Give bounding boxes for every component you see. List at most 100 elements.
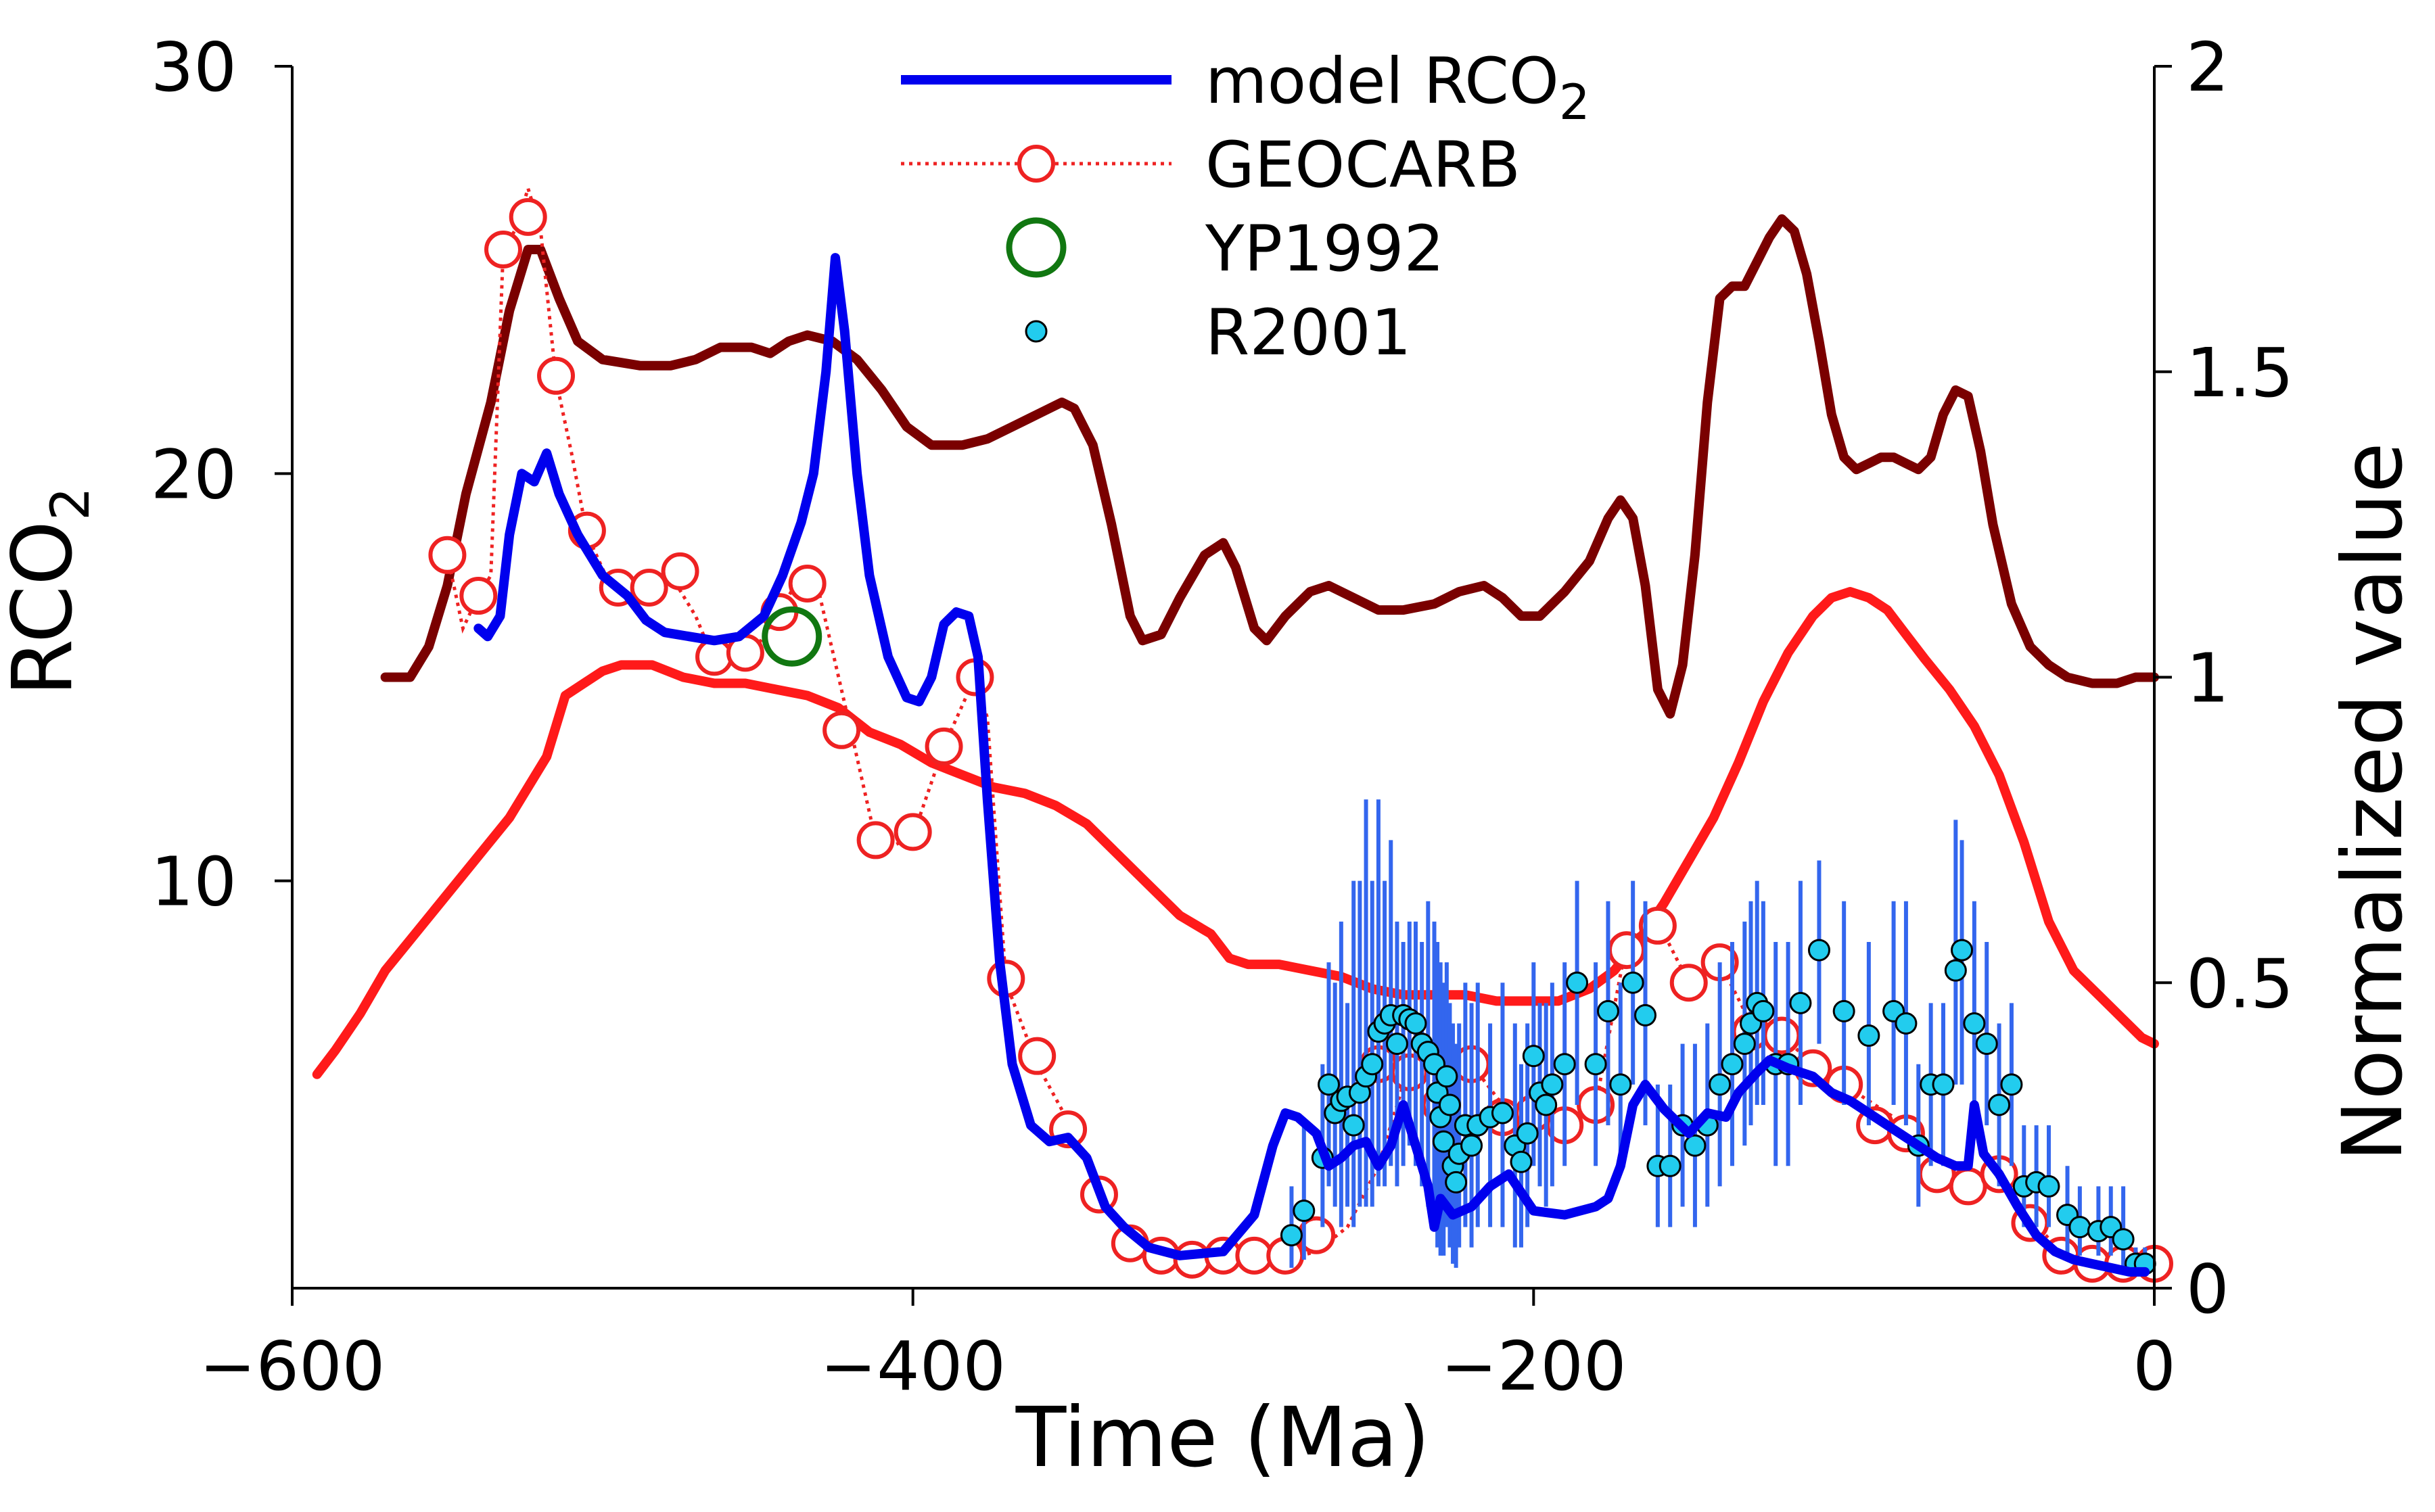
dark-red-normalized-line	[380, 214, 2159, 719]
axes-layer: −600 −400 −200 0 10 20 30 0 0.5 1 1.5 2 Time (Ma) RCO…	[0, 28, 2421, 1486]
r2001-point	[1944, 959, 1967, 982]
legend-label-text: model RCO	[1205, 45, 1559, 118]
y-right-tick-label: 0	[2186, 1250, 2229, 1329]
geocarb-marker	[788, 564, 827, 603]
yp1992-layer	[762, 606, 822, 667]
r2001-point	[1553, 1053, 1576, 1076]
r2001-point	[1361, 1053, 1384, 1076]
r2001-point	[1566, 971, 1589, 994]
r2001-layer	[1280, 799, 2156, 1276]
y-left-axis-title-main: RCO	[0, 521, 91, 696]
r2001-point	[2112, 1228, 2135, 1251]
r2001-point	[1963, 1012, 1986, 1035]
r2001-point	[2000, 1073, 2023, 1096]
geocarb-marker	[537, 356, 576, 395]
r2001-point	[1522, 1045, 1545, 1068]
legend-label-text: GEOCARB	[1205, 128, 1521, 202]
r2001-point	[1342, 1114, 1365, 1137]
r2001-point	[1975, 1033, 1998, 1056]
geocarb-marker	[1235, 1236, 1274, 1275]
r2001-point	[1510, 1150, 1533, 1173]
r2001-point	[1535, 1093, 1558, 1116]
geocarb-marker	[630, 568, 668, 607]
r2001-point	[1596, 999, 1619, 1022]
r2001-point	[1621, 971, 1644, 994]
y-right-tick-label: 0.5	[2186, 944, 2294, 1023]
r2001-point	[1293, 1200, 1316, 1223]
geocarb-marker	[1763, 1016, 1801, 1055]
yp1992-marker	[762, 606, 822, 667]
legend-label-model: model RCO2	[1205, 45, 1590, 131]
r2001-point	[1709, 1073, 1732, 1096]
r2001-point	[1659, 1154, 1682, 1177]
x-tick-label: −200	[1441, 1327, 1627, 1406]
r2001-point	[1541, 1073, 1564, 1096]
r2001-point	[1438, 1093, 1461, 1116]
legend-label-text: YP1992	[1205, 212, 1444, 286]
model-rco2-line	[473, 253, 2150, 1277]
legend-geocarb-marker	[1017, 145, 1055, 183]
r2001-point	[1857, 1024, 1880, 1047]
geocarb-marker	[1638, 906, 1677, 945]
r2001-point	[1432, 1130, 1455, 1153]
y-left-tick-label: 10	[151, 843, 237, 922]
red-normalized-line	[312, 587, 2159, 1079]
geocarb-marker	[1669, 964, 1708, 1002]
geocarb-marker	[856, 821, 895, 859]
r2001-point	[1584, 1053, 1607, 1076]
geocarb-marker	[428, 536, 467, 574]
geocarb-marker	[894, 813, 932, 851]
y-right-tick-label: 1	[2186, 639, 2229, 718]
y-right-tick-label: 1.5	[2186, 333, 2294, 412]
r2001-point	[1752, 999, 1775, 1022]
x-tick-label: 0	[2133, 1327, 2176, 1406]
r2001-point	[1404, 1012, 1427, 1035]
legend-label-yp1992: YP1992	[1205, 212, 1444, 286]
y-left-axis-title: RCO2	[0, 487, 101, 696]
r2001-point	[1988, 1093, 2011, 1116]
geocarb-marker	[1949, 1167, 1987, 1206]
legend-label-text: R2001	[1205, 296, 1412, 370]
r2001-point	[1789, 991, 1812, 1014]
geocarb-marker	[925, 727, 963, 765]
x-tick-label: −600	[200, 1327, 386, 1406]
r2001-point	[2068, 1216, 2091, 1239]
r2001-point	[1609, 1073, 1632, 1096]
y-left-axis-title-subscript: 2	[41, 487, 101, 521]
geocarb-marker	[509, 197, 547, 236]
legend-label-subscript: 2	[1559, 74, 1590, 131]
r2001-point	[1733, 1033, 1756, 1056]
r2001-point	[1280, 1224, 1303, 1247]
y-right-tick-label: 2	[2186, 28, 2229, 107]
dark-red-line-layer	[380, 214, 2159, 719]
y-left-tick-label: 30	[151, 28, 237, 107]
r2001-point	[1832, 999, 1855, 1022]
geocarb-marker	[661, 552, 699, 590]
legend-label-r2001: R2001	[1205, 296, 1412, 370]
r2001-point	[1684, 1134, 1707, 1157]
geocarb-marker	[484, 231, 523, 269]
r2001-point	[1435, 1065, 1458, 1088]
r2001-point	[1807, 939, 1830, 962]
geocarb-marker	[1018, 1037, 1057, 1075]
r2001-point	[1932, 1073, 1955, 1096]
legend-label-geocarb: GEOCARB	[1205, 128, 1521, 202]
r2001-point	[1318, 1073, 1341, 1096]
r2001-point	[1951, 939, 1974, 962]
legend-yp1992-marker	[1006, 217, 1067, 278]
geocarb-marker	[459, 577, 498, 615]
r2001-point	[1460, 1134, 1483, 1157]
x-tick-label: −400	[820, 1327, 1006, 1406]
r2001-point	[1445, 1171, 1468, 1194]
r2001-point	[2037, 1175, 2060, 1198]
model-line-layer	[473, 253, 2150, 1277]
r2001-point	[1721, 1053, 1744, 1076]
r2001-point	[1516, 1122, 1539, 1145]
red-line-layer	[312, 587, 2159, 1079]
r2001-point	[1491, 1102, 1514, 1125]
legend-r2001-marker	[1025, 320, 1048, 343]
y-left-tick-label: 20	[151, 435, 237, 514]
x-axis-title: Time (Ma)	[1015, 1390, 1431, 1486]
